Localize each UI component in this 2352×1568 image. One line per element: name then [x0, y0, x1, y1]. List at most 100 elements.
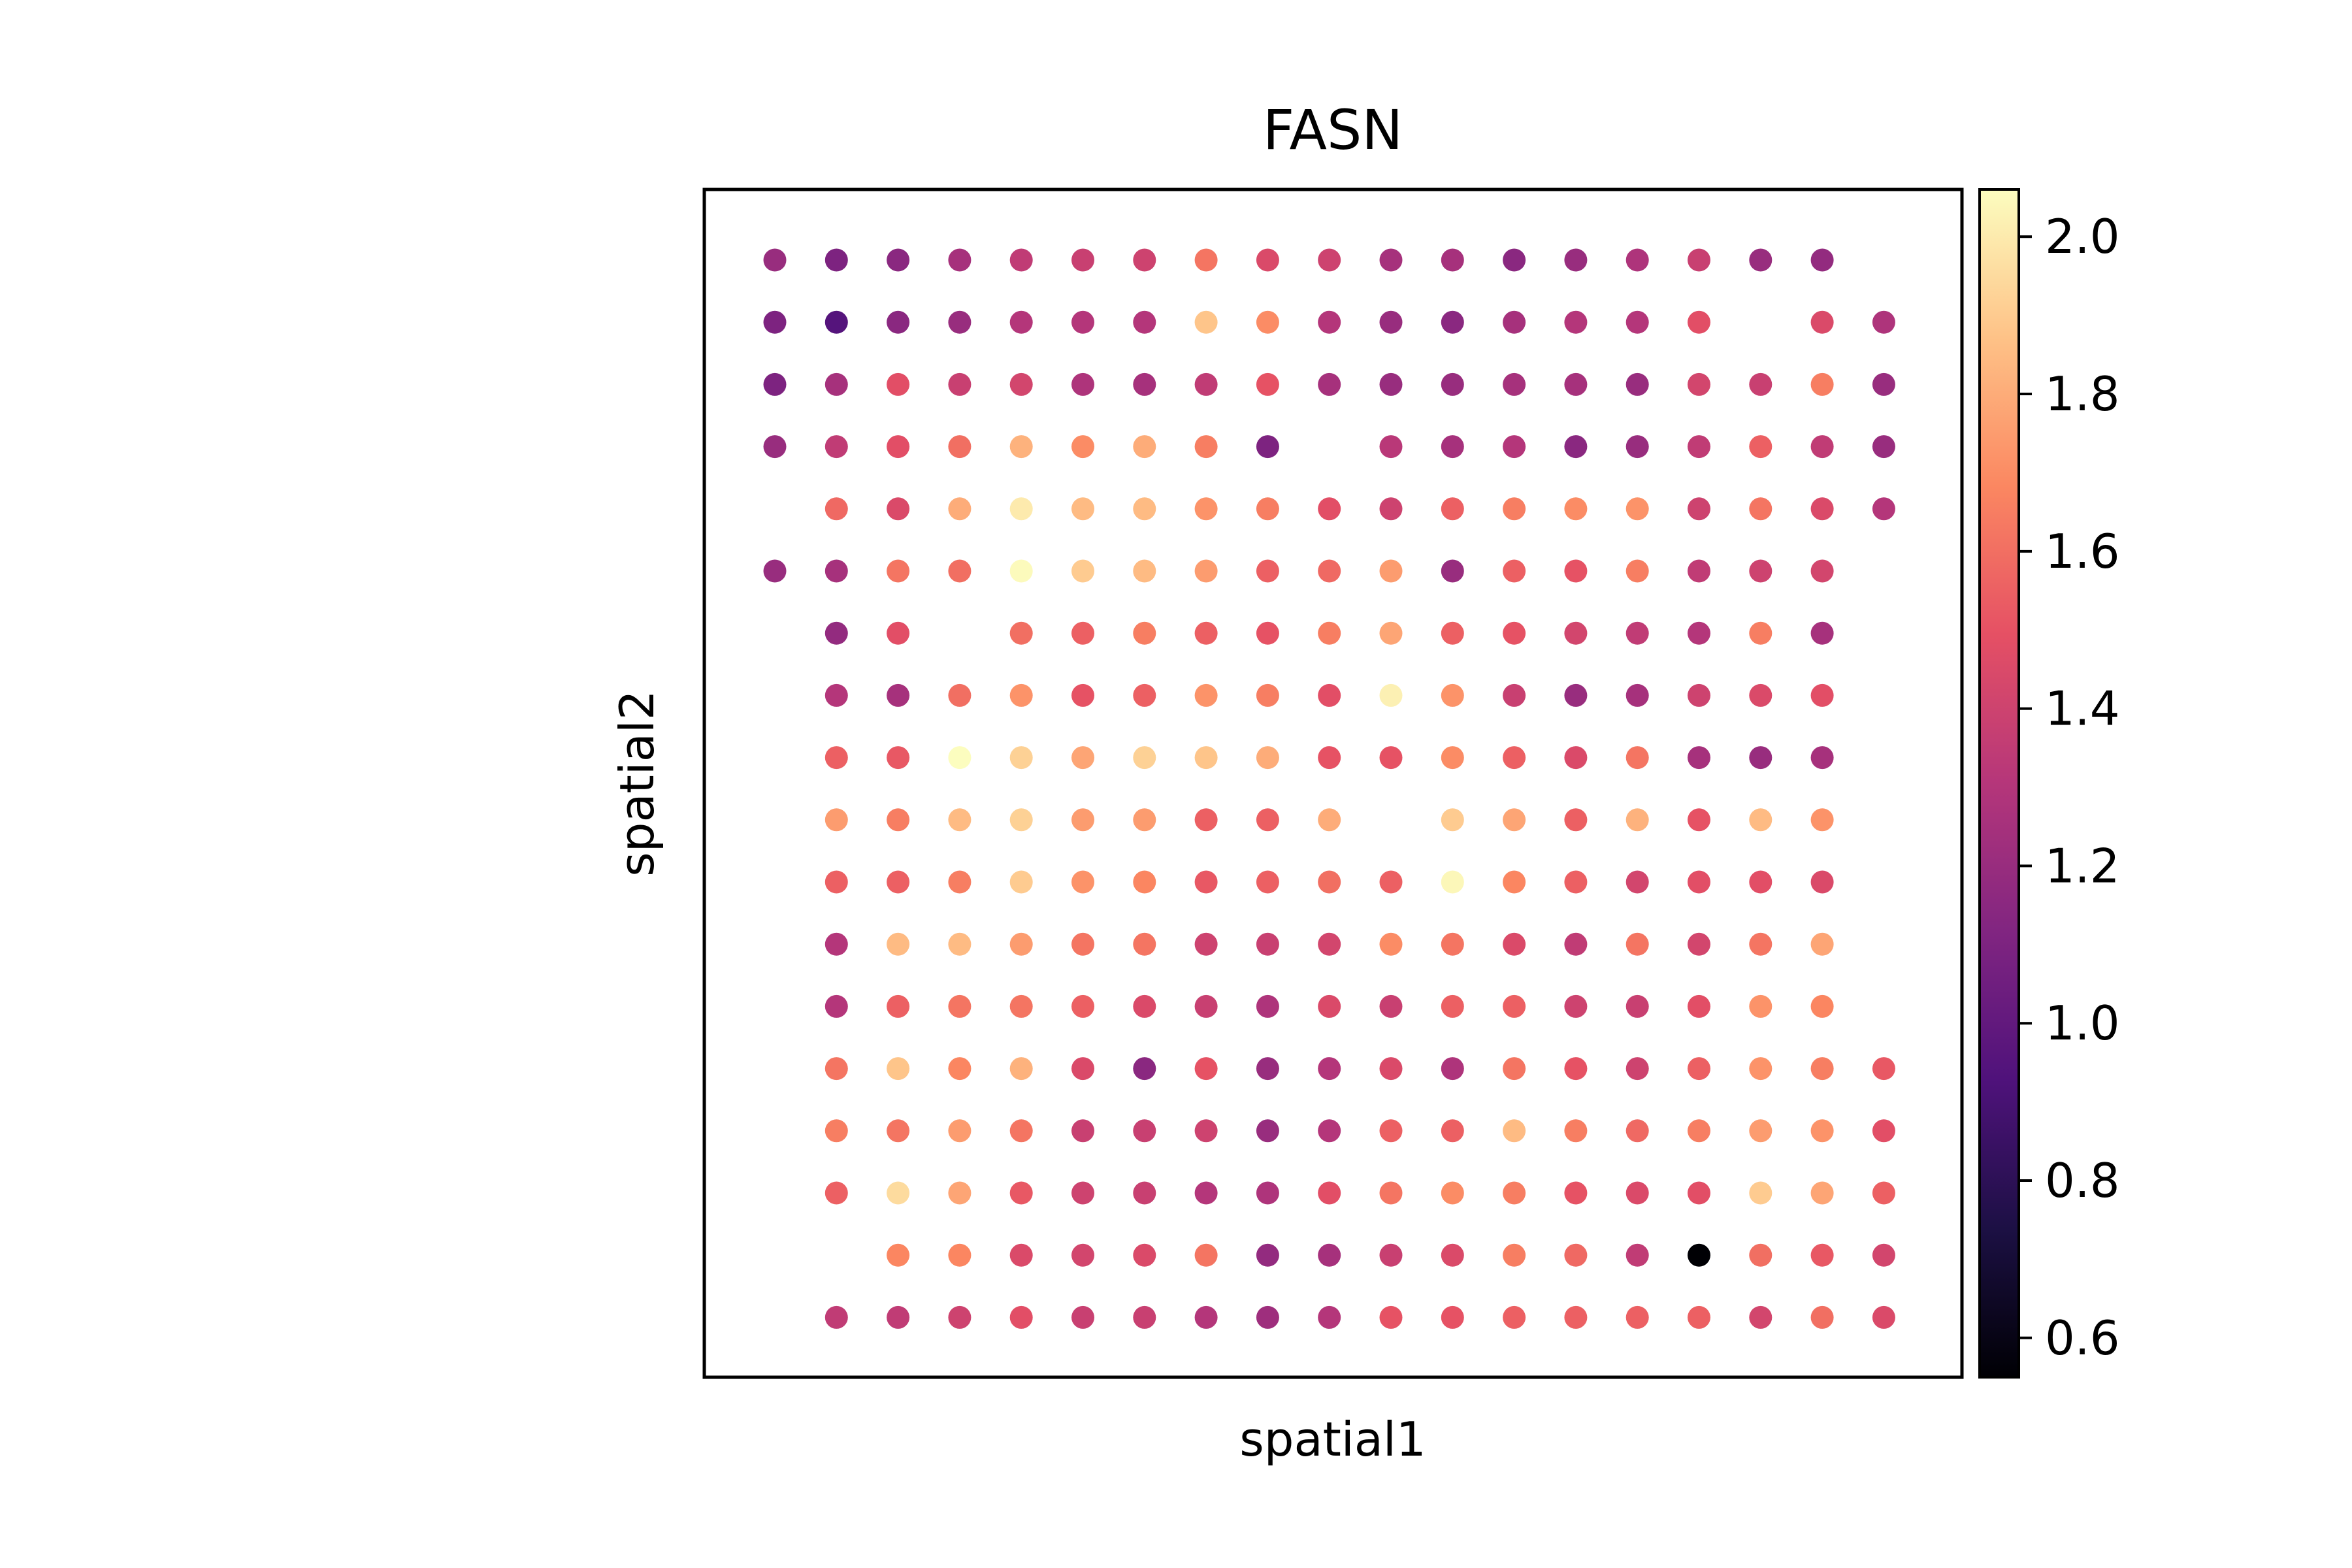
spot-point [1872, 1243, 1895, 1267]
spot-point [1256, 497, 1279, 521]
colorbar-tick-label: 1.6 [2045, 524, 2120, 579]
spot-point [1503, 932, 1526, 956]
spot-point [1256, 1181, 1279, 1205]
spot-point [1133, 1305, 1156, 1329]
spot-point [1441, 870, 1464, 894]
spot-point [825, 994, 848, 1018]
spot-point [1071, 1057, 1094, 1081]
spot-point [1810, 435, 1834, 459]
spot-point [1009, 932, 1033, 956]
spot-point [948, 1057, 972, 1081]
spot-point [948, 1243, 972, 1267]
spot-point [1318, 559, 1341, 583]
spot-point [887, 1057, 910, 1081]
spot-point [1133, 1181, 1156, 1205]
spot-point [1810, 808, 1834, 832]
spot-point [1749, 932, 1772, 956]
spot-point [1194, 994, 1218, 1018]
spot-point [1194, 932, 1218, 956]
spot-point [1009, 1057, 1033, 1081]
spot-point [887, 1243, 910, 1267]
spot-point [948, 372, 972, 396]
spot-point [1318, 1305, 1341, 1329]
spot-point [887, 994, 910, 1018]
spot-point [825, 1305, 848, 1329]
spot-point [1071, 994, 1094, 1018]
spot-point [1810, 683, 1834, 707]
spot-point [1256, 1057, 1279, 1081]
spot-point [1256, 559, 1279, 583]
spot-point [887, 683, 910, 707]
spot-point [887, 559, 910, 583]
spot-point [1071, 1243, 1094, 1267]
spot-point [1564, 621, 1588, 645]
spot-point [1564, 310, 1588, 334]
spot-point [1503, 559, 1526, 583]
spot-point [948, 746, 972, 770]
spot-point [1009, 1243, 1033, 1267]
spot-point [1749, 621, 1772, 645]
spot-point [1441, 248, 1464, 272]
spot-point [1441, 994, 1464, 1018]
spot-point [825, 932, 848, 956]
spot-point [1133, 746, 1156, 770]
spot-point [1503, 435, 1526, 459]
spot-point [1810, 1243, 1834, 1267]
spot-point [948, 248, 972, 272]
spot-point [1564, 372, 1588, 396]
spot-point [1625, 497, 1649, 521]
spot-point [1379, 683, 1403, 707]
spot-point [1503, 372, 1526, 396]
spot-point [1133, 808, 1156, 832]
spot-point [1194, 683, 1218, 707]
spot-point [1009, 870, 1033, 894]
spot-point [1441, 1057, 1464, 1081]
spot-point [1810, 559, 1834, 583]
spot-point [1688, 310, 1710, 334]
spot-point [825, 372, 848, 396]
spot-point [1441, 310, 1464, 334]
spot-point [1318, 746, 1341, 770]
spot-point [1625, 1243, 1649, 1267]
spot-point [1688, 1305, 1710, 1329]
spot-point [887, 1305, 910, 1329]
spot-point [1379, 1181, 1403, 1205]
spot-point [763, 248, 787, 272]
spot-point [1318, 372, 1341, 396]
spot-point [825, 435, 848, 459]
spot-point [1749, 248, 1772, 272]
spot-point [887, 746, 910, 770]
spot-point [1564, 870, 1588, 894]
spot-point [1441, 1305, 1464, 1329]
spot-point [825, 683, 848, 707]
spot-point [1194, 1243, 1218, 1267]
spot-point [1625, 1181, 1649, 1205]
spot-point [1625, 746, 1649, 770]
spot-point [1256, 1243, 1279, 1267]
spot-point [1625, 994, 1649, 1018]
spot-point [1503, 808, 1526, 832]
spot-point [1503, 994, 1526, 1018]
spot-point [1009, 1119, 1033, 1143]
spot-point [763, 435, 787, 459]
spot-point [825, 497, 848, 521]
spot-point [1071, 1181, 1094, 1205]
spot-point [1503, 497, 1526, 521]
spot-point [1688, 435, 1710, 459]
spot-point [1441, 372, 1464, 396]
spot-point [1441, 1119, 1464, 1143]
spot-point [1749, 559, 1772, 583]
spot-point [1194, 435, 1218, 459]
spot-point [1564, 1305, 1588, 1329]
spot-point [1810, 1119, 1834, 1143]
spot-point [1379, 310, 1403, 334]
colorbar-tick-label: 1.4 [2045, 681, 2120, 736]
spot-point [1379, 870, 1403, 894]
spot-point [887, 248, 910, 272]
spot-point [1379, 1057, 1403, 1081]
spot-point [1564, 1057, 1588, 1081]
spot-point [1749, 435, 1772, 459]
spot-point [1688, 559, 1710, 583]
spot-point [1009, 559, 1033, 583]
